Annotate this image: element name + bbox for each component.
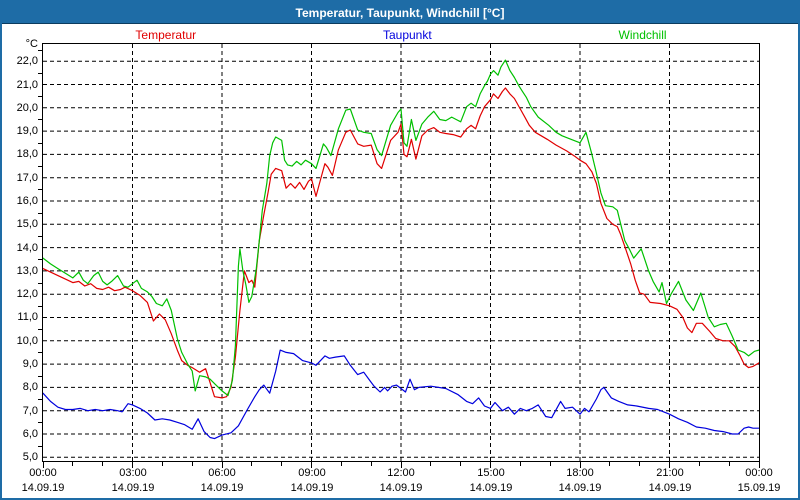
- x-axis-time-label: 00:00: [29, 467, 57, 479]
- x-axis-date-label: 14.09.19: [469, 482, 513, 494]
- x-axis-time-label: 06:00: [208, 467, 236, 479]
- legend-temperatur: Temperatur: [135, 28, 197, 42]
- y-axis-tick-label: 6,0: [22, 428, 38, 440]
- y-axis-tick-label: 21,0: [16, 79, 38, 91]
- x-axis-minor-tick: [550, 462, 551, 466]
- x-axis-time-label: 09:00: [298, 467, 326, 479]
- x-axis-minor-tick: [520, 462, 521, 466]
- y-axis-tick-label: 20,0: [16, 102, 38, 114]
- plot-area: [42, 43, 760, 462]
- y-axis-tick-label: 12,0: [16, 288, 38, 300]
- x-axis-date-label: 14.09.19: [21, 482, 65, 494]
- x-axis-date-label: 14.09.19: [111, 482, 155, 494]
- x-axis-major-tick: [669, 462, 670, 468]
- x-axis-minor-tick: [609, 462, 610, 466]
- window-title: Temperatur, Taupunkt, Windchill [°C]: [295, 5, 505, 20]
- x-axis-minor-tick: [192, 462, 193, 466]
- x-axis-date-label: 15.09.19: [737, 482, 781, 494]
- x-axis-date-label: 14.09.19: [558, 482, 602, 494]
- x-axis-time-label: 00:00: [745, 467, 773, 479]
- y-axis-tick-label: 15,0: [16, 218, 38, 230]
- x-axis-time-label: 21:00: [656, 467, 684, 479]
- x-axis-minor-tick: [430, 462, 431, 466]
- title-bar: Temperatur, Taupunkt, Windchill [°C]: [2, 2, 798, 24]
- legend: Temperatur Taupunkt Windchill: [42, 27, 760, 43]
- y-axis-tick-label: 22,0: [16, 55, 38, 67]
- y-axis-tick-label: 7,0: [22, 405, 38, 417]
- x-axis-time-label: 03:00: [119, 467, 147, 479]
- y-axis-unit-label: °C: [25, 38, 38, 50]
- x-axis-minor-tick: [251, 462, 252, 466]
- x-axis-major-tick: [222, 462, 223, 468]
- y-axis-tick-label: 14,0: [16, 242, 38, 254]
- x-axis-minor-tick: [102, 462, 103, 466]
- chart-canvas: [43, 44, 759, 461]
- y-axis-tick-label: 16,0: [16, 195, 38, 207]
- x-axis-minor-tick: [281, 462, 282, 466]
- y-axis-tick-label: 10,0: [16, 335, 38, 347]
- x-axis-time-label: 15:00: [477, 467, 505, 479]
- x-axis-minor-tick: [699, 462, 700, 466]
- x-axis-date-label: 14.09.19: [290, 482, 334, 494]
- x-axis-minor-tick: [729, 462, 730, 466]
- y-axis-tick-label: 13,0: [16, 265, 38, 277]
- legend-windchill: Windchill: [618, 28, 667, 42]
- x-axis-major-tick: [759, 462, 760, 468]
- x-axis-minor-tick: [460, 462, 461, 466]
- x-axis-time-label: 12:00: [387, 467, 415, 479]
- x-axis-date-label: 14.09.19: [648, 482, 692, 494]
- x-axis-date-label: 14.09.19: [379, 482, 423, 494]
- y-axis-tick-label: 11,0: [17, 311, 38, 323]
- y-axis-tick-label: 19,0: [16, 125, 38, 137]
- y-axis-tick-label: 5,0: [22, 451, 38, 463]
- x-axis-minor-tick: [341, 462, 342, 466]
- x-axis-minor-tick: [639, 462, 640, 466]
- x-axis-major-tick: [132, 462, 133, 468]
- x-axis-minor-tick: [162, 462, 163, 466]
- x-axis-major-tick: [43, 462, 44, 468]
- legend-taupunkt: Taupunkt: [382, 28, 432, 42]
- y-axis-tick-label: 9,0: [22, 358, 38, 370]
- x-axis-minor-tick: [371, 462, 372, 466]
- x-axis-major-tick: [401, 462, 402, 468]
- x-axis-major-tick: [580, 462, 581, 468]
- x-axis-major-tick: [490, 462, 491, 468]
- y-axis-tick-label: 8,0: [22, 381, 38, 393]
- x-axis-major-tick: [311, 462, 312, 468]
- y-axis-tick-label: 18,0: [16, 148, 38, 160]
- x-axis-date-label: 14.09.19: [200, 482, 244, 494]
- x-axis-minor-tick: [72, 462, 73, 466]
- y-axis-tick-label: 17,0: [16, 172, 38, 184]
- x-axis-time-label: 18:00: [566, 467, 594, 479]
